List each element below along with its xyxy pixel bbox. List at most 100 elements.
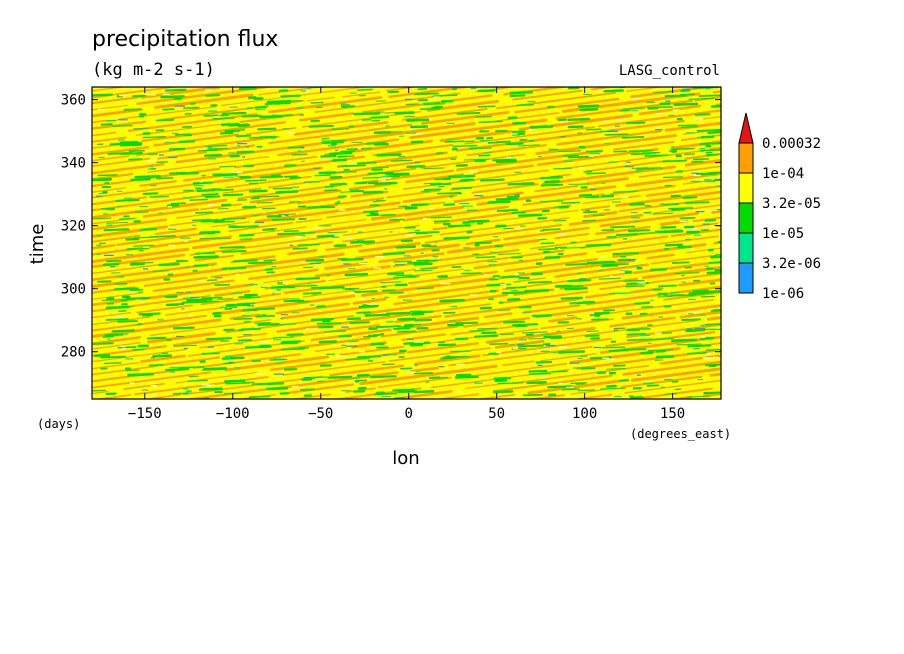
field-cell (149, 235, 177, 238)
field-cell (112, 124, 133, 128)
field-cell (356, 88, 373, 91)
field-cell (403, 22, 476, 32)
field-cell (287, 146, 305, 149)
field-cell (522, 393, 543, 397)
field-cell (487, 141, 501, 144)
field-cell (280, 347, 306, 351)
field-cell (687, 329, 705, 333)
field-cell (641, 306, 654, 308)
field-cell (200, 203, 243, 211)
field-cell (653, 8, 739, 19)
field-cell (689, 204, 721, 210)
field-cell (192, 353, 301, 369)
field-cell (478, 120, 503, 124)
field-cell (376, 153, 402, 157)
field-cell (403, 205, 510, 222)
field-cell (514, 97, 620, 114)
field-cell (249, 189, 342, 204)
field-cell (698, 94, 721, 97)
field-cell (622, 107, 645, 110)
x-tick-label: 50 (488, 406, 505, 422)
field-cell (82, 427, 223, 445)
field-cell (128, 158, 143, 161)
field-cell (481, 331, 497, 335)
field-cell (627, 229, 651, 232)
field-cell (246, 226, 307, 236)
field-cell (642, 151, 661, 154)
chart-units: (kg m-2 s-1) (92, 60, 215, 80)
field-cell (477, 327, 498, 330)
field-cell (464, 158, 489, 161)
field-cell (397, 390, 418, 394)
field-cell (423, 167, 445, 170)
field-cell (432, 94, 458, 97)
y-tick-label: 300 (61, 282, 86, 298)
field-cell (160, 356, 221, 367)
field-cell (309, 470, 376, 479)
field-cell (477, 89, 496, 93)
field-cell (403, 341, 431, 345)
field-cell (500, 333, 515, 336)
field-cell (586, 260, 614, 264)
field-cell (671, 208, 686, 211)
field-cell (492, 374, 613, 393)
field-cell (410, 203, 430, 206)
field-cell (570, 382, 588, 385)
field-cell (580, 367, 596, 370)
field-cell (139, 180, 177, 187)
field-cell (498, 38, 549, 45)
field-cell (237, 339, 253, 342)
field-cell (82, 472, 221, 490)
field-cell (353, 290, 378, 294)
field-cell (551, 34, 681, 51)
field-cell (205, 145, 228, 147)
field-cell (327, 231, 348, 234)
field-cell (437, 343, 457, 347)
field-cell (704, 363, 721, 367)
field-cell (92, 316, 151, 326)
field-cell (300, 388, 316, 391)
field-cell (169, 147, 186, 151)
field-cell (362, 190, 384, 194)
field-cell (548, 316, 578, 323)
field-cell (540, 318, 614, 330)
field-cell (692, 158, 709, 161)
field-cell (421, 249, 566, 270)
field-cell (316, 234, 335, 238)
field-cell (239, 63, 351, 78)
field-cell (420, 110, 510, 125)
field-cell (291, 231, 316, 235)
field-cell (554, 284, 573, 288)
field-cell (602, 346, 626, 349)
field-cell (392, 276, 418, 279)
field-cell (254, 322, 272, 324)
field-cell (467, 219, 490, 223)
field-cell (334, 429, 452, 444)
field-cell (238, 87, 258, 91)
field-cell (265, 386, 289, 391)
field-cell (376, 48, 422, 54)
field-cell (517, 344, 544, 348)
field-cell (254, 106, 268, 109)
field-cell (580, 205, 611, 211)
field-cell (615, 233, 639, 237)
field-cell (222, 193, 244, 197)
field-cell (501, 291, 528, 295)
field-cell (225, 303, 251, 307)
field-cell (328, 268, 416, 282)
field-cell (225, 382, 251, 385)
field-cell (696, 129, 721, 132)
field-cell (172, 337, 226, 347)
field-cell (106, 221, 128, 224)
field-cell (309, 29, 378, 38)
field-cell (221, 250, 247, 253)
field-cell (92, 314, 207, 332)
field-cell (518, 306, 532, 309)
field-cell (668, 207, 694, 210)
field-cell (681, 318, 701, 321)
field-cell (248, 136, 265, 139)
field-cell (259, 114, 284, 119)
field-cell (485, 326, 596, 344)
field-cell (625, 121, 646, 125)
field-cell (553, 219, 567, 222)
